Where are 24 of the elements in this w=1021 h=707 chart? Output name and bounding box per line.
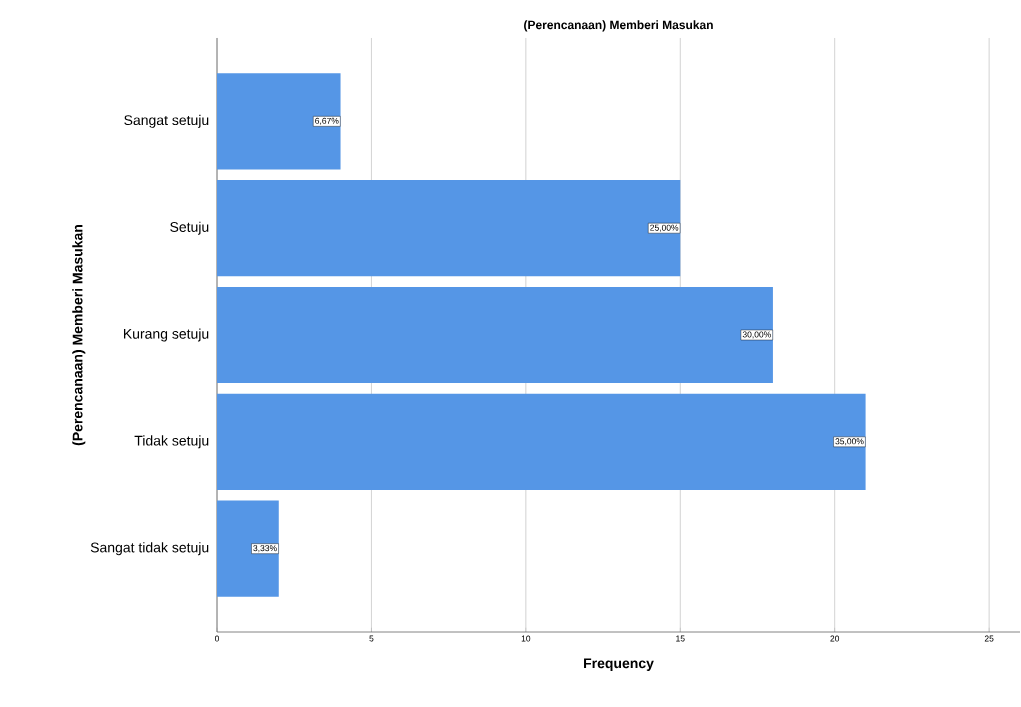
bar [217,180,681,277]
y-tick-label: Sangat tidak setuju [90,542,209,556]
x-tick-label: 15 [676,635,685,642]
y-tick-label: Kurang setuju [123,328,209,342]
x-tick-label: 0 [214,635,220,642]
y-tick-label: Sangat setuju [124,114,209,128]
x-tick-label: 5 [369,635,374,642]
x-tick-label: 25 [984,635,994,642]
annotation: 35,00% [835,438,864,446]
annotation: 30,00% [742,331,771,339]
annotation: 3,33% [253,545,277,553]
x-tick-label: 20 [830,635,840,642]
x-tick-label: 10 [521,635,531,642]
y-axis-title: (Perencanaan) Memberi Masukan [72,225,86,446]
x-axis-title: Frequency [584,658,654,671]
y-tick-label: Tidak setuju [134,435,209,449]
chart-title: (Perencanaan) Memberi Masukan [524,20,713,32]
bar [217,73,341,170]
y-tick-label: Setuju [170,221,209,235]
bar [217,286,773,384]
bar [217,500,279,597]
annotation: 25,00% [650,224,679,232]
annotation: 6,67% [315,117,339,125]
bar [217,393,866,490]
